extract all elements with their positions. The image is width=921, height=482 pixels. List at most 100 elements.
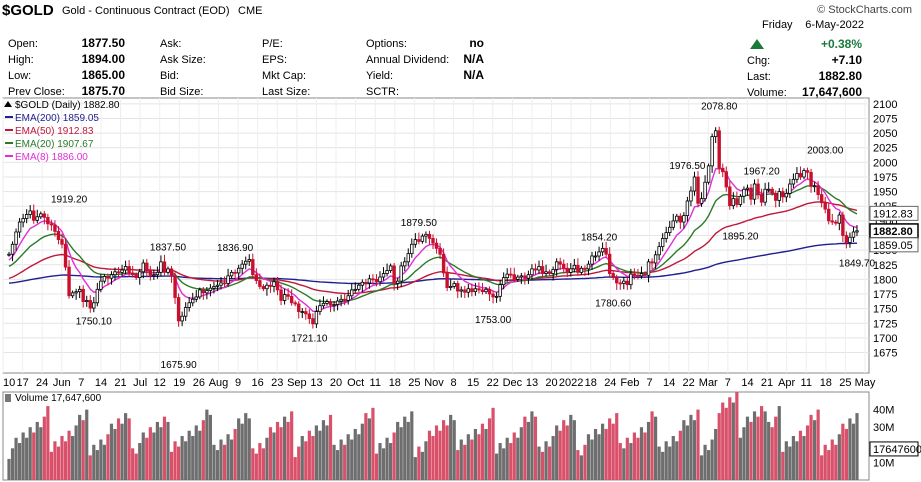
candle-body	[254, 274, 259, 281]
candle-body	[183, 307, 188, 317]
volume-bar	[406, 421, 410, 480]
candle-body	[145, 262, 149, 272]
volume-bar	[445, 425, 449, 480]
candle-body	[286, 294, 290, 297]
candle-body	[505, 273, 509, 279]
volume-bar	[95, 450, 99, 480]
volume-bar	[85, 409, 89, 480]
candle-body	[604, 247, 608, 255]
volume-bar	[392, 432, 396, 480]
volume-bar	[763, 411, 767, 480]
volume-bar	[155, 421, 159, 480]
candle-body	[371, 278, 375, 281]
chart-legend: $GOLD (Daily) 1882.80	[4, 100, 120, 111]
x-tick-label: Nov	[424, 377, 444, 389]
volume-bar	[848, 418, 852, 480]
volume-bar	[805, 425, 810, 480]
candle-body	[208, 287, 213, 291]
volume-bar	[728, 397, 732, 480]
volume-bar	[237, 418, 241, 480]
candle-body	[675, 215, 679, 222]
candle-body	[335, 300, 340, 305]
candle-body	[166, 268, 170, 273]
price-annotations: 1919.20 1750.10 1837.50 1675.90 1836.90 1721.…	[51, 101, 876, 371]
candle-body	[229, 271, 234, 277]
volume-bar	[113, 428, 117, 480]
quote-value: 1875.70	[82, 84, 126, 98]
volume-bar	[827, 450, 831, 480]
volume-bar	[321, 420, 326, 480]
volume-bar	[290, 411, 294, 480]
volume-bar	[809, 414, 813, 480]
volume-bar	[53, 441, 57, 480]
price-annotation: 1780.60	[595, 299, 632, 310]
candle-body	[766, 188, 771, 191]
volume-bar	[49, 451, 53, 480]
candle-body	[523, 275, 527, 279]
volume-bar	[678, 430, 682, 480]
y-tick-label: 1700	[873, 333, 897, 345]
volume-bar	[169, 451, 174, 480]
candle-body	[664, 232, 668, 239]
x-tick-label: 18	[585, 377, 597, 389]
candle-body	[247, 259, 251, 262]
volume-bar	[434, 425, 439, 480]
symbol-exchange: CME	[238, 5, 262, 17]
candle-body	[512, 274, 516, 280]
x-tick-label: 9	[235, 377, 241, 389]
volume-bar	[661, 451, 665, 480]
price-tags: 1912.83 1882.80 1859.05	[869, 205, 919, 253]
candle-body	[381, 273, 386, 278]
volume-bar	[166, 421, 170, 480]
candle-body	[120, 269, 124, 273]
volume-bar	[699, 455, 704, 480]
x-tick-label: Mar	[699, 377, 718, 389]
volume-bar	[18, 443, 22, 480]
candle-body	[307, 313, 312, 319]
candle-body	[660, 238, 665, 248]
volume-bar	[7, 458, 11, 480]
price-candles	[7, 126, 859, 329]
y-tick-label: 1800	[873, 274, 897, 286]
volume-bar	[544, 441, 548, 480]
y-tick-label: 1750	[873, 304, 897, 316]
volume-bar	[124, 413, 128, 480]
candle-body	[205, 290, 209, 294]
candle-body	[742, 188, 746, 197]
volume-bar	[286, 421, 290, 480]
candle-body	[215, 284, 220, 287]
volume-bar	[473, 428, 477, 480]
candle-body	[795, 173, 799, 180]
volume-bar	[99, 439, 103, 480]
candle-body	[562, 263, 566, 269]
candle-body	[198, 289, 202, 298]
volume-bar	[39, 427, 43, 480]
price-annotation: 1976.50	[669, 161, 706, 172]
volume-bar	[487, 418, 492, 480]
candle-body	[395, 280, 400, 284]
y-tick-label: 1825	[873, 260, 897, 272]
candle-body	[703, 181, 707, 200]
candle-body	[724, 171, 728, 188]
y-tick-label: 2000	[873, 157, 897, 169]
candle-body	[547, 271, 552, 274]
volume-bar	[692, 420, 697, 480]
candle-body	[392, 265, 396, 284]
volume-bar	[378, 443, 382, 480]
candle-body	[540, 266, 545, 274]
price-annotation: 2003.00	[807, 146, 844, 157]
volume-bar	[198, 430, 202, 480]
volume-bar	[258, 443, 262, 480]
volume-bar	[116, 418, 121, 480]
volume-bar	[297, 446, 301, 480]
candle-body	[406, 253, 410, 263]
volume-bar	[442, 420, 446, 480]
candle-body	[74, 291, 78, 294]
candle-body	[572, 264, 577, 270]
symbol-name: Gold - Continuous Contract (EOD)	[62, 5, 230, 17]
volume-bar	[328, 414, 333, 480]
volume-bar	[300, 436, 304, 480]
volume-bar	[618, 443, 622, 480]
candle-body	[590, 255, 594, 265]
